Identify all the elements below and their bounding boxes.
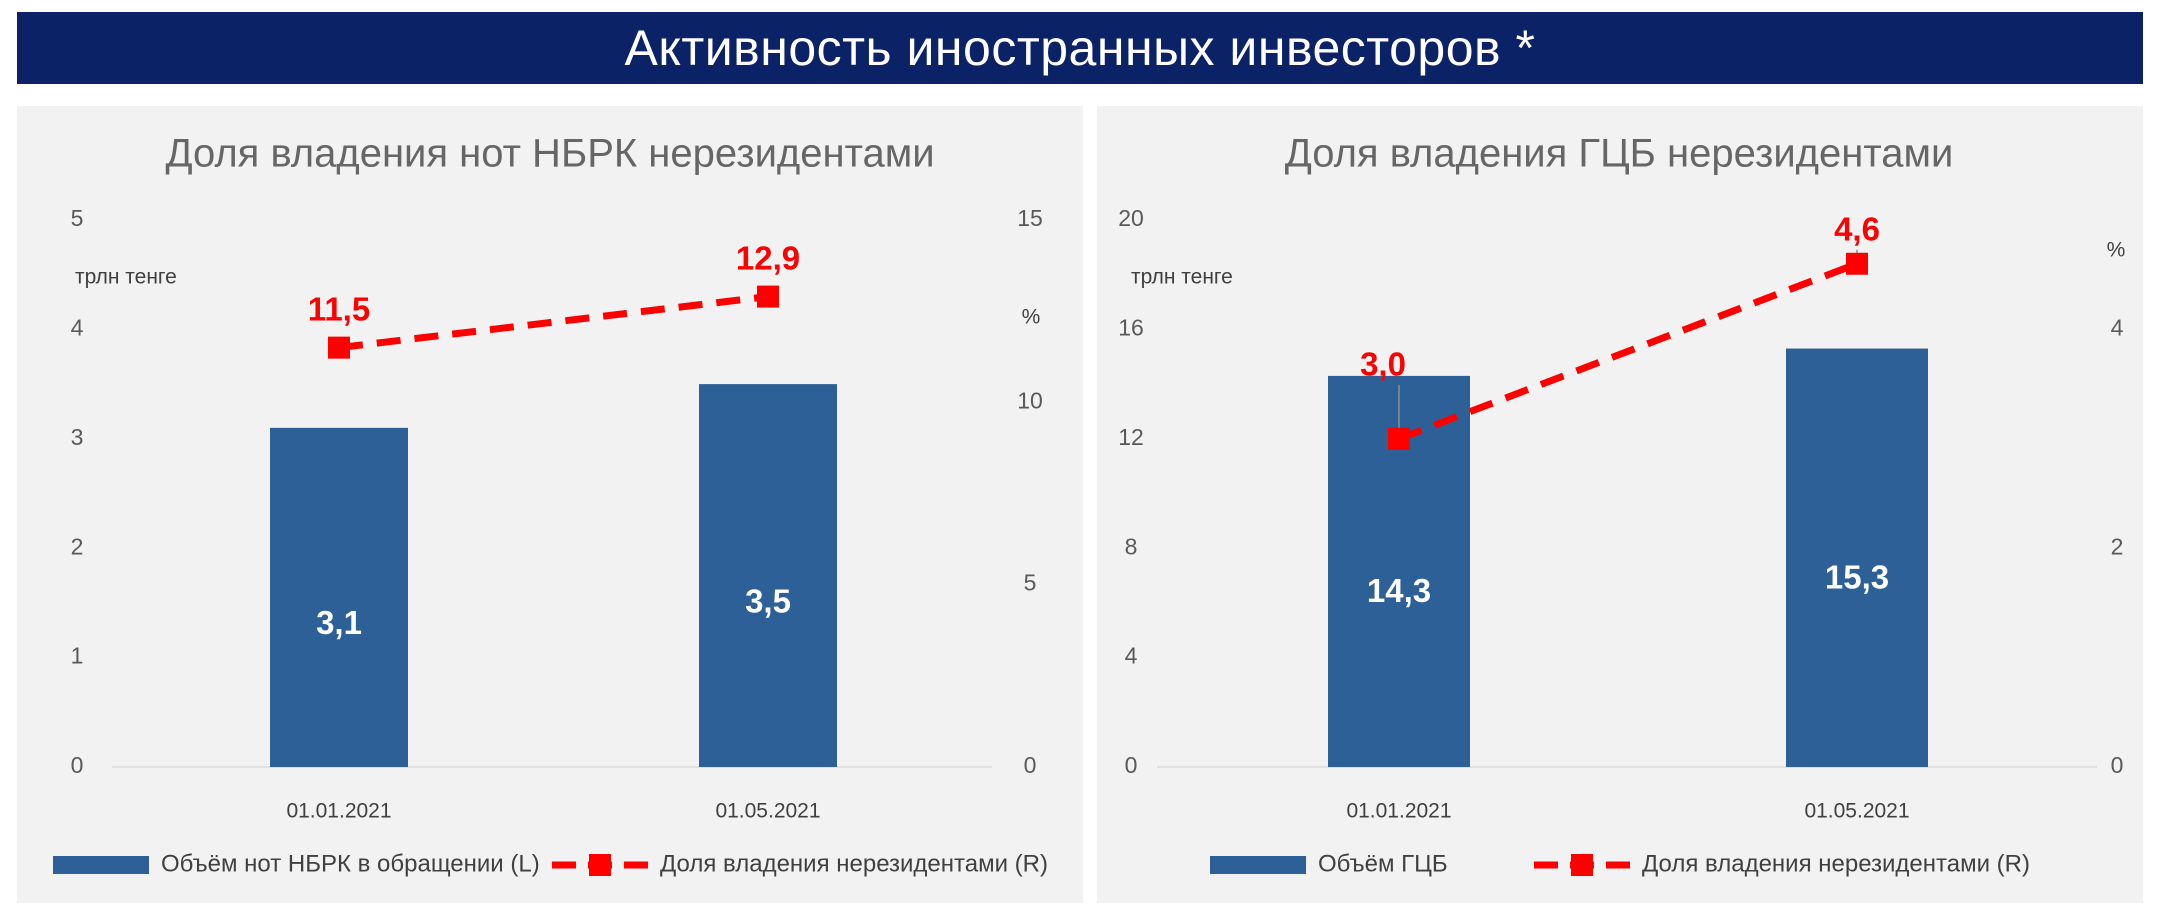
bar-value-label: 15,3 <box>1825 558 1889 595</box>
legend-line-label: Доля владения нерезидентами (R) <box>660 850 1048 877</box>
legend-bar-swatch <box>1210 856 1306 874</box>
line-value-label: 11,5 <box>308 290 370 327</box>
bar-value-label: 3,5 <box>745 582 791 619</box>
left-axis-tick-label: 0 <box>71 752 84 778</box>
x-axis-tick-label: 01.01.2021 <box>1346 800 1451 823</box>
bar-value-label: 14,3 <box>1367 572 1431 609</box>
series-line <box>1397 260 1859 443</box>
line-value-label: 12,9 <box>736 239 800 276</box>
x-axis-tick-label: 01.01.2021 <box>286 800 391 823</box>
chart-title: Доля владения ГЦБ нерезидентами <box>1285 132 1954 176</box>
left-axis-tick-label: 4 <box>1125 643 1138 669</box>
chart-right: Доля владения ГЦБ нерезидентами048121620… <box>1118 132 2126 878</box>
line-point <box>328 336 350 359</box>
right-axis-tick-label: 15 <box>1017 205 1043 231</box>
left-axis-tick-label: 2 <box>71 533 84 559</box>
x-axis-tick-label: 01.05.2021 <box>1804 800 1909 823</box>
right-axis-tick-label: 0 <box>2111 752 2124 778</box>
right-axis-tick-label: 0 <box>1024 752 1037 778</box>
left-axis-tick-label: 5 <box>71 205 84 231</box>
legend-line-marker <box>1571 854 1593 876</box>
right-axis-tick-label: 2 <box>2111 533 2124 559</box>
bar <box>270 427 408 767</box>
left-axis-tick-label: 12 <box>1118 424 1144 450</box>
chart-title: Доля владения нот НБРК нерезидентами <box>165 132 934 176</box>
left-axis-tick-label: 16 <box>1118 314 1144 340</box>
right-axis-tick-label: 4 <box>2111 314 2124 340</box>
right-axis-tick-label: 10 <box>1017 387 1043 413</box>
line-value-label: 4,6 <box>1834 210 1880 247</box>
left-axis-tick-label: 3 <box>71 424 84 450</box>
chart-panel-right: Доля владения ГЦБ нерезидентами 0 4 8 12 16 20… <box>1097 106 2143 903</box>
left-axis-unit-label: трлн тенге <box>1131 266 1233 289</box>
bar <box>699 384 837 767</box>
chart-left: Доля владения нот НБРК нерезидентами 0 1 2 3… <box>53 132 1048 877</box>
left-axis-tick-label: 8 <box>1125 533 1138 559</box>
legend-bar-swatch <box>53 856 149 874</box>
x-axis-tick-label: 01.05.2021 <box>715 800 820 823</box>
line-point <box>1388 427 1410 450</box>
page-title-banner: Активность иностранных инвесторов * <box>17 12 2143 84</box>
line-point <box>1846 252 1868 275</box>
line-point <box>757 285 779 308</box>
right-axis-unit-label: % <box>2107 239 2126 262</box>
chart-panel-left: Доля владения нот НБРК нерезидентами 0 1 2 3… <box>17 106 1083 903</box>
page-title: Активность иностранных инвесторов * <box>624 20 1536 76</box>
left-axis-unit-label: трлн тенге <box>75 266 177 289</box>
left-axis-tick-label: 1 <box>71 643 84 669</box>
legend-bar-label: Объём ГЦБ <box>1318 850 1448 877</box>
bar-value-label: 3,1 <box>316 604 362 641</box>
series-line <box>338 293 769 352</box>
left-axis-tick-label: 20 <box>1118 205 1144 231</box>
legend-line-label: Доля владения нерезидентами (R) <box>1642 850 2030 877</box>
left-axis-tick-label: 0 <box>1125 752 1138 778</box>
left-axis-tick-label: 4 <box>71 314 84 340</box>
right-axis-tick-label: 5 <box>1024 570 1037 596</box>
right-axis-unit-label: % <box>1022 306 1041 329</box>
legend-bar-label: Объём нот НБРК в обращении (L) <box>161 850 540 877</box>
legend-line-marker <box>589 854 611 876</box>
bar <box>1786 348 1928 767</box>
line-value-label: 3,0 <box>1360 346 1406 383</box>
